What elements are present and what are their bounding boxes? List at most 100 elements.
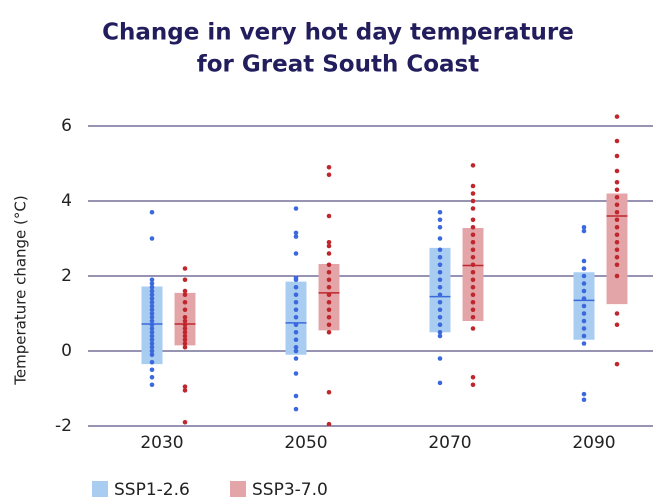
model-point — [581, 296, 587, 301]
model-point — [437, 356, 443, 361]
model-point — [581, 281, 587, 286]
model-point — [149, 209, 155, 215]
model-point — [149, 322, 155, 328]
chart-title: Change in very hot day temperature — [102, 20, 574, 46]
x-tick-label: 2050 — [284, 433, 327, 453]
model-point — [149, 348, 155, 354]
model-point — [149, 318, 155, 324]
legend-swatch — [230, 481, 246, 497]
model-point — [437, 329, 443, 335]
model-point — [470, 217, 476, 223]
model-point — [437, 254, 443, 260]
y-tick-label: 6 — [61, 116, 72, 136]
model-point — [437, 292, 443, 298]
model-point — [470, 163, 476, 168]
y-tick-label: 4 — [61, 191, 72, 211]
model-point — [293, 234, 299, 239]
model-point — [326, 164, 332, 170]
model-point — [293, 314, 299, 320]
model-point — [149, 284, 155, 290]
range-box — [318, 264, 340, 331]
model-point — [614, 311, 620, 316]
model-point — [437, 380, 443, 386]
model-point — [470, 191, 476, 196]
model-point — [470, 307, 476, 313]
model-point — [581, 266, 587, 271]
model-point — [182, 326, 188, 331]
x-tick-label: 2070 — [428, 433, 471, 453]
legend-swatch — [92, 481, 108, 497]
model-point — [293, 356, 299, 361]
model-point — [437, 224, 443, 230]
model-point — [293, 284, 299, 290]
y-axis-label: Temperature change (°C) — [12, 195, 30, 385]
model-point — [293, 371, 299, 376]
model-point — [326, 389, 332, 395]
model-point — [614, 361, 620, 367]
model-point — [293, 292, 299, 298]
model-point — [326, 262, 332, 268]
model-point — [437, 269, 443, 275]
model-point — [149, 333, 155, 339]
model-point — [470, 224, 476, 230]
model-point — [326, 421, 332, 427]
model-point — [182, 277, 188, 283]
model-point — [182, 318, 188, 324]
model-point — [149, 359, 155, 365]
model-point — [293, 230, 299, 236]
model-point — [149, 341, 155, 346]
model-point — [437, 322, 443, 328]
model-point — [470, 314, 476, 320]
model-point — [149, 314, 155, 320]
model-point — [149, 299, 155, 305]
model-point — [326, 299, 332, 305]
x-tick-label: 2090 — [572, 433, 615, 453]
model-point — [182, 314, 188, 320]
model-point — [614, 187, 620, 193]
model-point — [182, 288, 188, 294]
model-point — [326, 292, 332, 298]
y-tick-label: -2 — [55, 416, 72, 436]
model-point — [182, 329, 188, 335]
model-point — [614, 262, 620, 268]
model-point — [293, 406, 299, 412]
model-point — [182, 344, 188, 350]
model-point — [614, 202, 620, 208]
model-point — [149, 352, 155, 358]
model-point — [437, 209, 443, 215]
model-point — [614, 153, 620, 159]
model-point — [149, 344, 155, 350]
model-point — [326, 213, 332, 219]
model-point — [326, 251, 332, 256]
model-point — [326, 322, 332, 328]
model-point — [470, 326, 476, 331]
model-point — [293, 277, 299, 283]
model-point — [581, 258, 587, 264]
model-point — [326, 243, 332, 249]
model-point — [293, 206, 299, 211]
model-point — [293, 393, 299, 399]
model-point — [614, 138, 620, 144]
model-point — [326, 329, 332, 335]
model-point — [614, 194, 620, 200]
model-point — [581, 303, 587, 309]
model-point — [182, 388, 188, 393]
model-point — [470, 183, 476, 189]
model-point — [293, 299, 299, 305]
model-point — [470, 198, 476, 204]
model-point — [182, 384, 188, 389]
chart-title: for Great South Coast — [197, 52, 480, 78]
model-point — [293, 322, 299, 328]
model-point — [293, 344, 299, 350]
model-point — [470, 284, 476, 290]
model-point — [326, 277, 332, 283]
model-point — [437, 262, 443, 268]
model-point — [293, 337, 299, 343]
model-point — [470, 206, 476, 211]
model-point — [149, 367, 155, 373]
model-point — [293, 251, 299, 256]
model-point — [149, 281, 155, 286]
model-point — [614, 254, 620, 260]
model-point — [326, 307, 332, 313]
